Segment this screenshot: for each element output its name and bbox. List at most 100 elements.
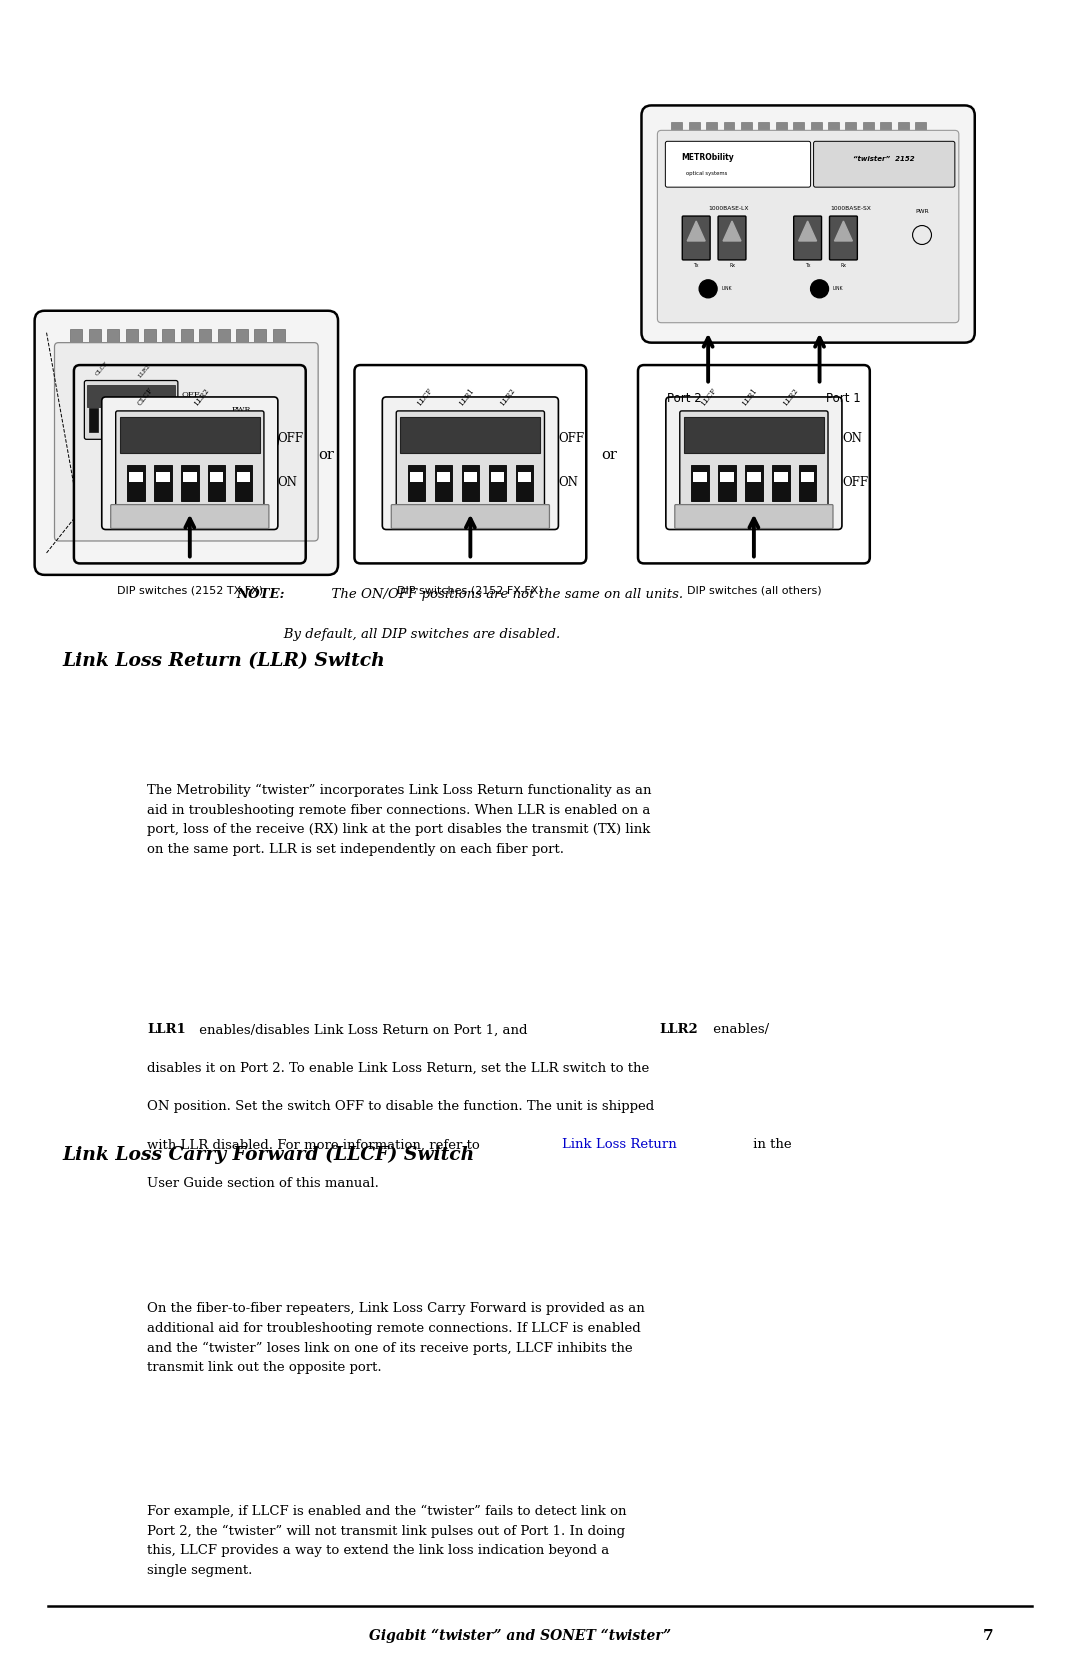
Bar bbox=[793, 122, 805, 137]
FancyBboxPatch shape bbox=[665, 142, 811, 187]
Text: OFF: OFF bbox=[181, 391, 201, 399]
Bar bbox=[200, 329, 212, 347]
Bar bbox=[915, 122, 926, 137]
FancyBboxPatch shape bbox=[683, 215, 711, 260]
Text: Port 1: Port 1 bbox=[825, 392, 861, 406]
Bar bbox=[490, 472, 504, 482]
Bar bbox=[409, 472, 423, 482]
Bar bbox=[127, 464, 145, 501]
Bar bbox=[154, 464, 172, 501]
Bar bbox=[741, 122, 752, 137]
FancyBboxPatch shape bbox=[84, 381, 178, 439]
Text: OFF: OFF bbox=[558, 432, 584, 446]
Bar bbox=[408, 464, 426, 501]
FancyBboxPatch shape bbox=[829, 215, 858, 260]
Bar bbox=[684, 417, 824, 452]
Circle shape bbox=[699, 280, 717, 297]
Text: Port 2: Port 2 bbox=[667, 392, 702, 406]
Bar bbox=[897, 122, 908, 137]
Bar bbox=[218, 329, 230, 347]
Text: ON: ON bbox=[278, 476, 298, 489]
Text: The Metrobility “twister” incorporates Link Loss Return functionality as an
aid : The Metrobility “twister” incorporates L… bbox=[147, 784, 651, 856]
Circle shape bbox=[811, 280, 828, 297]
Bar bbox=[747, 472, 760, 482]
Text: User Guide section of this manual.: User Guide section of this manual. bbox=[147, 1177, 379, 1190]
Bar bbox=[130, 409, 138, 432]
Bar bbox=[107, 329, 119, 347]
Text: with LLR disabled. For more information, refer to: with LLR disabled. For more information,… bbox=[147, 1138, 484, 1152]
Polygon shape bbox=[835, 220, 852, 240]
Text: in the: in the bbox=[748, 1138, 792, 1152]
Bar bbox=[255, 329, 267, 347]
Text: ON: ON bbox=[181, 424, 197, 432]
Text: ON position. Set the switch OFF to disable the function. The unit is shipped: ON position. Set the switch OFF to disab… bbox=[147, 1100, 654, 1113]
FancyBboxPatch shape bbox=[679, 411, 828, 509]
Bar bbox=[436, 472, 450, 482]
FancyBboxPatch shape bbox=[382, 397, 558, 529]
Bar bbox=[801, 472, 814, 482]
Bar bbox=[758, 122, 769, 137]
Polygon shape bbox=[687, 220, 705, 240]
Text: 7: 7 bbox=[983, 1629, 993, 1644]
Bar bbox=[720, 472, 733, 482]
Text: PWR: PWR bbox=[915, 209, 929, 214]
Bar bbox=[863, 122, 874, 137]
Text: CLCF: CLCF bbox=[94, 361, 109, 377]
FancyBboxPatch shape bbox=[675, 504, 833, 529]
Bar bbox=[180, 329, 193, 347]
Text: For example, if LLCF is enabled and the “twister” fails to detect link on
Port 2: For example, if LLCF is enabled and the … bbox=[147, 1505, 626, 1577]
Text: LLCF: LLCF bbox=[416, 386, 435, 407]
Bar bbox=[237, 472, 251, 482]
Bar bbox=[401, 417, 540, 452]
Text: On the fiber-to-fiber repeaters, Link Loss Carry Forward is provided as an
addit: On the fiber-to-fiber repeaters, Link Lo… bbox=[147, 1302, 645, 1374]
Bar bbox=[672, 122, 683, 137]
Bar bbox=[273, 329, 285, 347]
Text: PWR: PWR bbox=[231, 407, 251, 414]
Bar bbox=[87, 386, 175, 407]
Bar bbox=[463, 472, 477, 482]
Text: “twister”  2152: “twister” 2152 bbox=[853, 157, 915, 162]
Text: LLR2: LLR2 bbox=[499, 386, 517, 407]
Text: LLR2: LLR2 bbox=[660, 1023, 698, 1036]
Bar bbox=[799, 464, 816, 501]
Bar bbox=[515, 464, 532, 501]
Text: 1000BASE-LX: 1000BASE-LX bbox=[708, 205, 750, 210]
Bar bbox=[517, 472, 531, 482]
Text: enables/: enables/ bbox=[710, 1023, 769, 1036]
Text: Rx: Rx bbox=[840, 264, 847, 269]
Text: Link Loss Carry Forward (LLCF) Switch: Link Loss Carry Forward (LLCF) Switch bbox=[63, 1147, 475, 1165]
Text: LLR2: LLR2 bbox=[193, 386, 212, 407]
Bar bbox=[90, 409, 98, 432]
FancyBboxPatch shape bbox=[54, 342, 319, 541]
Text: enables/disables Link Loss Return on Port 1, and: enables/disables Link Loss Return on Por… bbox=[194, 1023, 531, 1036]
Polygon shape bbox=[723, 220, 741, 240]
Bar bbox=[144, 329, 156, 347]
Bar bbox=[461, 464, 480, 501]
Text: ON: ON bbox=[558, 476, 578, 489]
Bar bbox=[125, 329, 137, 347]
FancyBboxPatch shape bbox=[666, 397, 842, 529]
Text: CLCF: CLCF bbox=[136, 386, 154, 407]
FancyBboxPatch shape bbox=[102, 397, 278, 529]
Bar bbox=[70, 329, 82, 347]
Bar bbox=[103, 409, 111, 432]
Bar bbox=[237, 329, 248, 347]
Bar bbox=[130, 472, 143, 482]
Bar bbox=[774, 472, 787, 482]
Text: optical systems: optical systems bbox=[687, 170, 728, 175]
FancyBboxPatch shape bbox=[718, 215, 746, 260]
Bar bbox=[828, 122, 839, 137]
Text: METRObility: METRObility bbox=[680, 154, 733, 162]
Bar bbox=[162, 329, 174, 347]
Text: ON: ON bbox=[842, 432, 862, 446]
Bar bbox=[772, 464, 789, 501]
Text: or: or bbox=[319, 449, 334, 462]
Bar bbox=[184, 472, 197, 482]
Bar bbox=[693, 472, 706, 482]
Text: Link Loss Return (LLR) Switch: Link Loss Return (LLR) Switch bbox=[63, 651, 386, 669]
Text: OFF: OFF bbox=[842, 476, 868, 489]
Bar bbox=[143, 409, 152, 432]
FancyBboxPatch shape bbox=[396, 411, 544, 509]
Bar bbox=[120, 417, 260, 452]
FancyBboxPatch shape bbox=[116, 411, 264, 509]
